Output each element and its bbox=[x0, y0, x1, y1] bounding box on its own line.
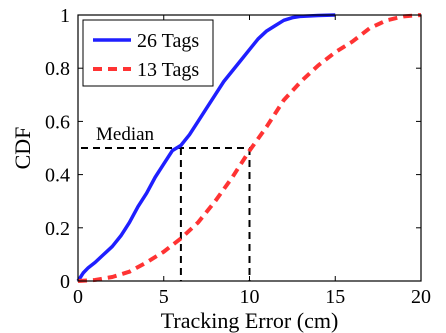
x-axis-label: Tracking Error (cm) bbox=[161, 308, 339, 333]
legend-label-2: 13 Tags bbox=[137, 59, 199, 81]
x-tick-label: 0 bbox=[73, 286, 83, 308]
legend-box bbox=[82, 19, 214, 87]
series-line-2 bbox=[77, 13, 422, 283]
x-tick-label: 20 bbox=[411, 286, 431, 308]
median-label: Median bbox=[96, 124, 155, 145]
x-tick-label: 15 bbox=[325, 286, 345, 308]
legend-label-1: 26 Tags bbox=[137, 30, 199, 52]
y-tick-label: 1 bbox=[60, 5, 70, 27]
y-tick-label: 0 bbox=[60, 271, 70, 293]
y-tick-label: 0.6 bbox=[45, 111, 70, 133]
ticks-layer: 0 5 10 15 20 0 0.2 0.4 0.6 0.8 1 bbox=[45, 5, 431, 308]
y-axis-label: CDF bbox=[10, 127, 35, 170]
y-tick-label: 0.2 bbox=[45, 218, 70, 240]
legend: 26 Tags 13 Tags bbox=[82, 19, 214, 87]
median-annotation bbox=[81, 147, 251, 281]
x-tick-label: 10 bbox=[240, 286, 260, 308]
x-tick-label: 5 bbox=[159, 286, 169, 308]
y-tick-label: 0.4 bbox=[45, 165, 70, 187]
series-layer bbox=[76, 13, 422, 283]
series-line-1 bbox=[76, 13, 336, 282]
y-tick-label: 0.8 bbox=[45, 58, 70, 80]
